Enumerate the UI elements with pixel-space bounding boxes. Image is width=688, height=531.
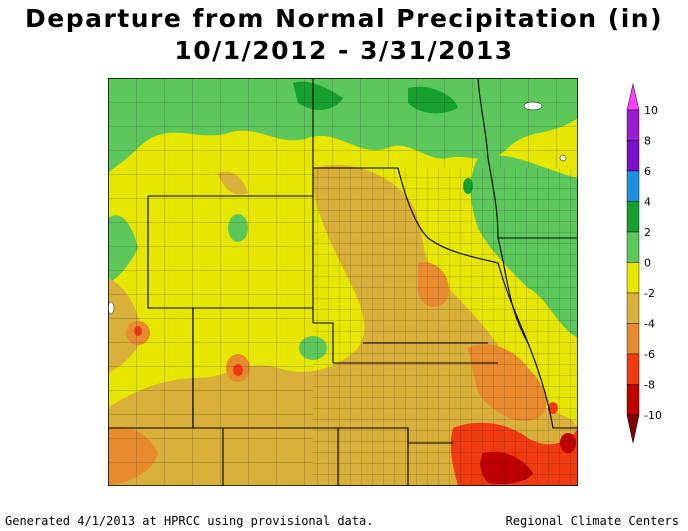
- legend-bin: [626, 109, 640, 141]
- legend-tick-label: 0: [644, 257, 651, 270]
- precipitation-departure-map: [108, 78, 578, 486]
- legend-tick-label: -10: [644, 409, 662, 422]
- legend-overflow-low: [626, 414, 640, 444]
- legend-tick-label: 2: [644, 226, 651, 239]
- legend-tick-label: 10: [644, 104, 658, 117]
- generated-note: Generated 4/1/2013 at HPRCC using provis…: [5, 514, 374, 528]
- map-title: Departure from Normal Precipitation (in): [25, 4, 663, 33]
- legend-bin: [626, 231, 640, 263]
- map-date-range: 10/1/2012 - 3/31/2013: [174, 36, 514, 65]
- legend-tick-label: -4: [644, 318, 655, 331]
- legend-bin: [626, 384, 640, 416]
- legend-tick-label: -8: [644, 379, 655, 392]
- legend-tick-label: 8: [644, 135, 651, 148]
- legend-bin: [626, 323, 640, 355]
- legend-bin: [626, 140, 640, 172]
- legend-tick-label: 6: [644, 165, 651, 178]
- legend-bin: [626, 170, 640, 202]
- legend-bin: [626, 353, 640, 385]
- legend-tick-label: -2: [644, 287, 655, 300]
- credit-text: Regional Climate Centers: [505, 514, 679, 528]
- legend-bin: [626, 201, 640, 233]
- legend-overflow-high: [626, 83, 640, 111]
- legend-bin: [626, 262, 640, 294]
- legend-bin: [626, 292, 640, 324]
- color-legend: 10 8 6 4 2 0 -2 -4 -6 -8 -10: [626, 83, 662, 444]
- legend-tick-label: 4: [644, 196, 651, 209]
- legend-tick-label: -6: [644, 348, 655, 361]
